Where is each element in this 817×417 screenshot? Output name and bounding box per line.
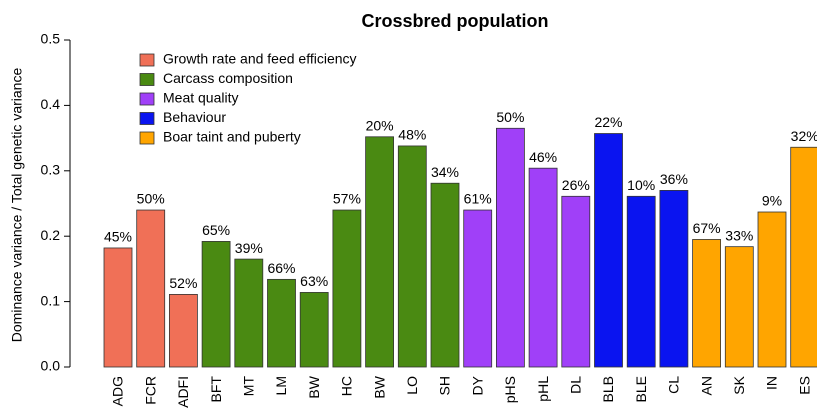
bar [463, 209, 493, 368]
bar [626, 195, 656, 368]
bar-annotation: 57% [333, 191, 361, 207]
bar [201, 241, 231, 368]
bar-annotation: 9% [762, 193, 782, 209]
bar [103, 247, 133, 368]
bar [397, 145, 427, 368]
legend-swatch [139, 92, 155, 106]
bar-annotation: 46% [529, 149, 557, 165]
x-tick-label: pHS [502, 376, 518, 403]
bar-annotation: 63% [300, 273, 328, 289]
chart-title: Crossbred population [361, 11, 548, 31]
legend-swatch [139, 53, 155, 67]
x-tick-label: DY [469, 375, 485, 395]
x-tick-label: MT [241, 376, 257, 397]
bar [495, 127, 525, 368]
legend-label: Carcass composition [163, 70, 293, 86]
x-tick-label: ADG [110, 376, 126, 406]
x-tick-label: FCR [142, 376, 158, 405]
y-tick-label: 0.0 [41, 358, 61, 374]
bar [365, 136, 395, 368]
bar-annotation: 39% [235, 240, 263, 256]
x-tick-label: SK [731, 375, 747, 394]
x-tick-label: LO [404, 376, 420, 395]
bar-annotation: 67% [693, 220, 721, 236]
x-tick-label: ADFI [175, 376, 191, 408]
legend-label: Growth rate and feed efficiency [163, 51, 357, 67]
bar-annotation: 10% [627, 177, 655, 193]
bar-annotation: 34% [431, 164, 459, 180]
x-tick-label: AN [698, 376, 714, 395]
x-tick-label: BLE [633, 376, 649, 402]
bar [234, 258, 264, 368]
bar [168, 294, 198, 368]
bar-annotation: 36% [660, 171, 688, 187]
bar-annotation: 50% [137, 191, 165, 207]
x-tick-label: BW [371, 375, 387, 398]
bar-annotation: 61% [464, 191, 492, 207]
y-tick-label: 0.4 [41, 96, 61, 112]
y-axis-label: Dominance variance / Total genetic varia… [9, 68, 25, 343]
bar [790, 146, 817, 368]
bar-annotation: 48% [398, 127, 426, 143]
x-tick-label: ES [796, 376, 812, 395]
bar [594, 133, 623, 368]
bar [332, 209, 362, 368]
y-tick-label: 0.1 [41, 292, 61, 308]
bar-annotation: 66% [267, 260, 295, 276]
bar-annotation: 50% [496, 109, 524, 125]
bar-annotation: 32% [791, 128, 817, 144]
y-tick-label: 0.5 [41, 31, 61, 47]
bar [561, 195, 591, 368]
x-tick-label: HC [339, 376, 355, 396]
legend-label: Behaviour [163, 109, 226, 125]
bar [659, 190, 689, 368]
bar [299, 292, 329, 368]
bar-annotation: 52% [169, 275, 197, 291]
bar-annotation: 65% [202, 222, 230, 238]
x-tick-label: DL [568, 376, 584, 394]
x-tick-label: BW [306, 375, 322, 398]
legend-label: Boar taint and puberty [163, 129, 301, 145]
x-tick-label: pHL [535, 376, 551, 402]
bar-annotation: 20% [366, 117, 394, 133]
x-tick-label: BFT [208, 376, 224, 403]
bar [528, 167, 558, 368]
legend-swatch [139, 112, 155, 125]
y-tick-label: 0.2 [41, 227, 61, 243]
bar [430, 182, 460, 368]
bar [692, 239, 721, 368]
legend-swatch [139, 73, 155, 86]
x-tick-label: CL [666, 376, 682, 394]
bar-annotation: 26% [562, 177, 590, 193]
bar-annotation: 22% [594, 114, 622, 130]
bar [136, 209, 166, 368]
x-tick-label: SH [437, 376, 453, 395]
bar [267, 278, 296, 368]
bar-annotation: 45% [104, 229, 132, 245]
x-tick-label: IN [764, 376, 780, 390]
bar-annotation: 33% [725, 227, 753, 243]
x-tick-label: BLB [600, 376, 616, 402]
legend-label: Meat quality [163, 90, 238, 106]
bar [724, 246, 754, 368]
legend-swatch [139, 131, 155, 145]
y-tick-label: 0.3 [41, 162, 61, 178]
x-tick-label: LM [273, 376, 289, 395]
bar [757, 211, 787, 368]
